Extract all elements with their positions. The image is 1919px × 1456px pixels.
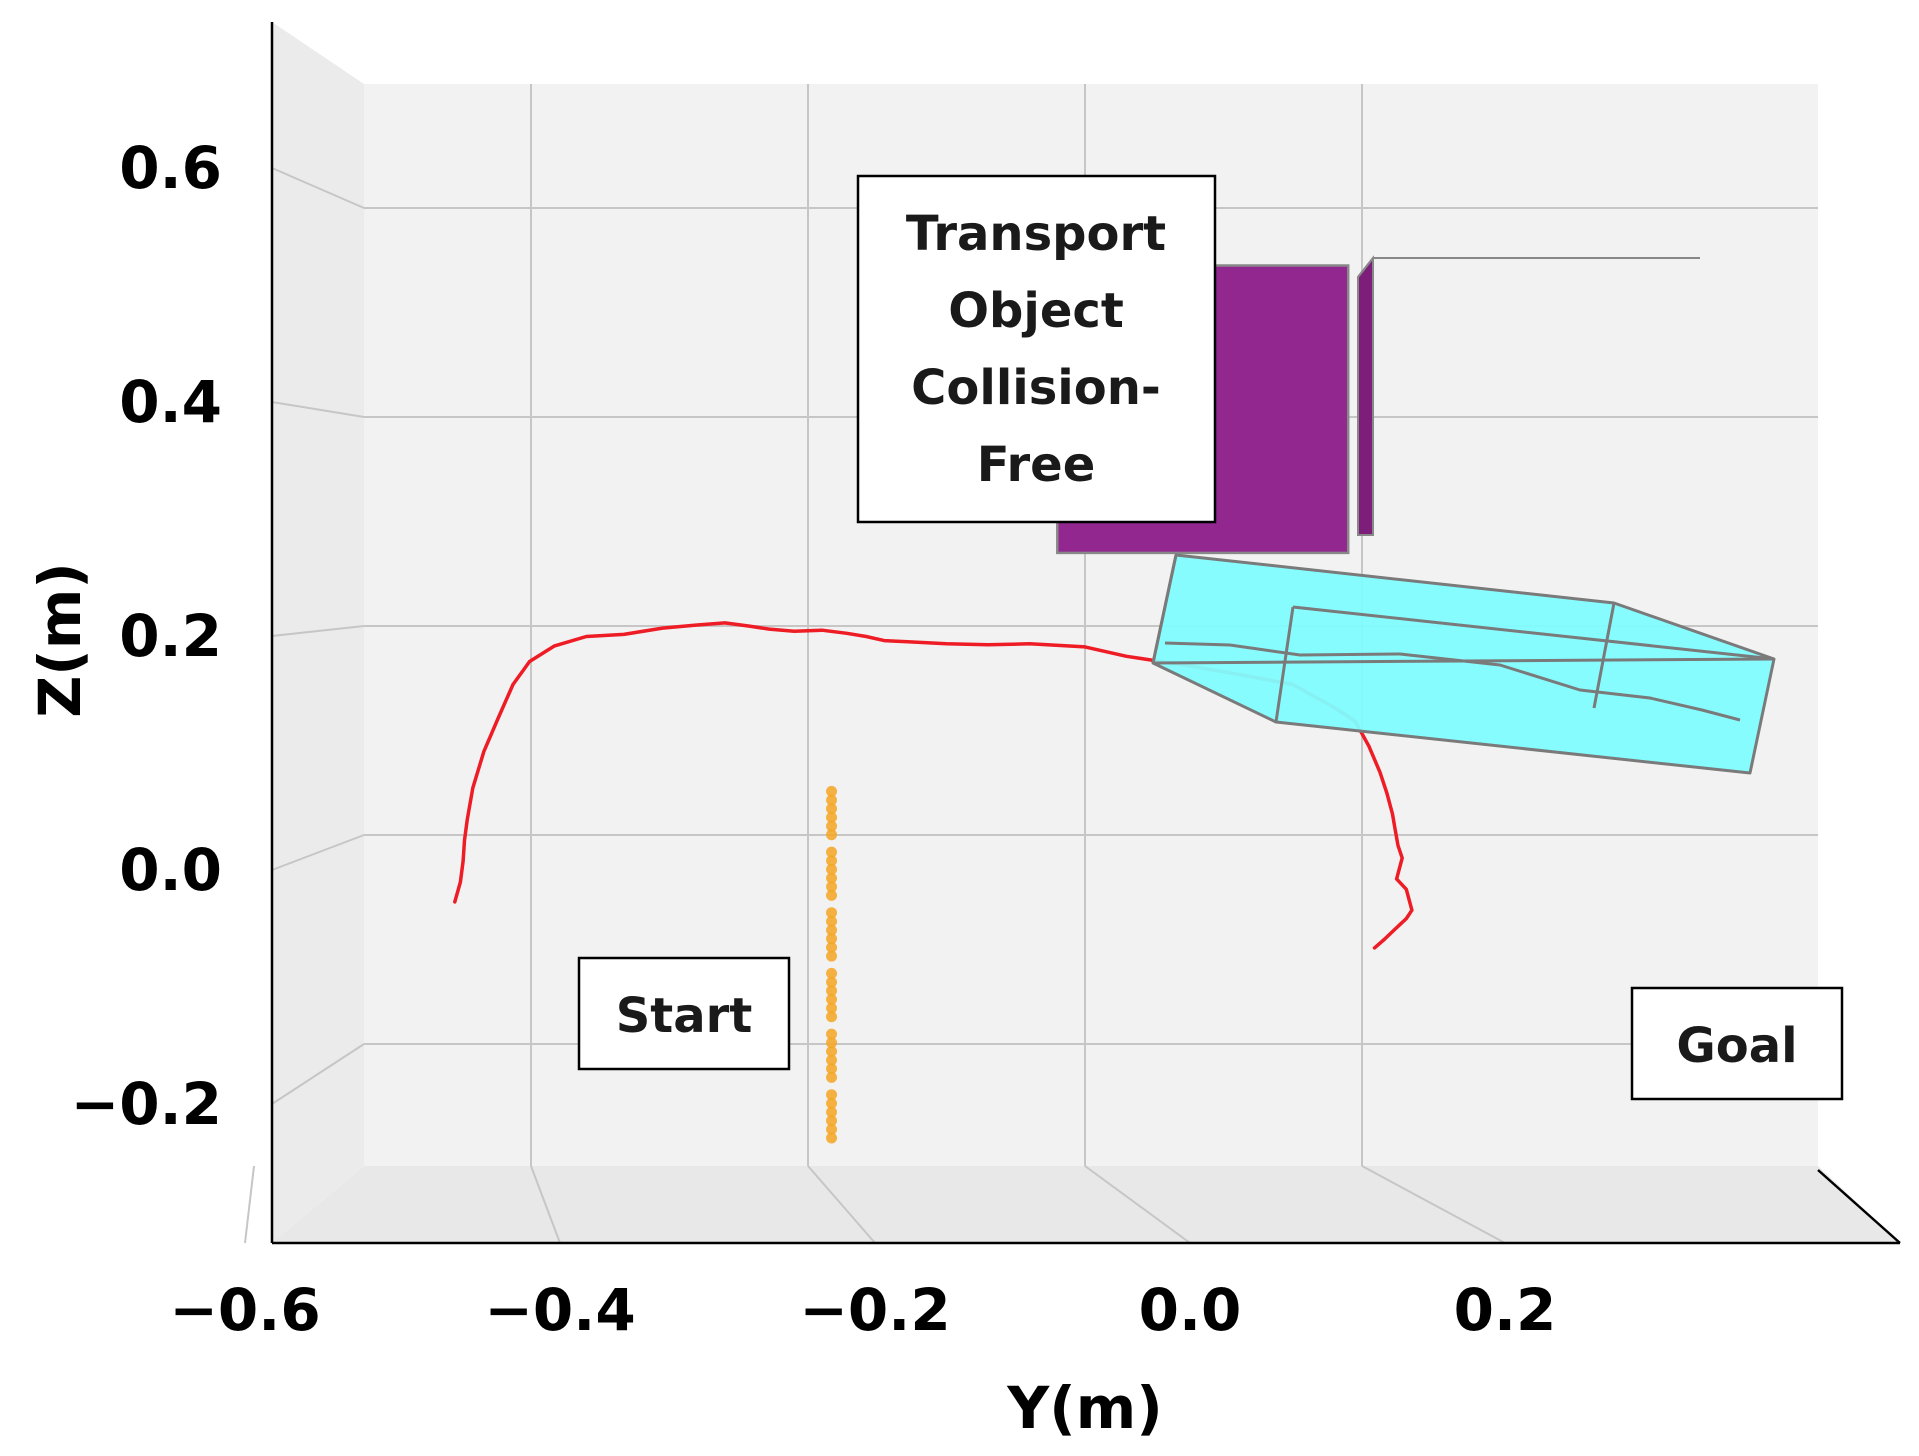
orange-point <box>826 985 838 997</box>
orange-point <box>826 794 838 806</box>
collision-free-note: Transport Object Collision- Free <box>856 174 1217 524</box>
start-label: Start <box>616 988 753 1044</box>
orange-point <box>826 820 838 832</box>
orange-point <box>826 967 838 979</box>
orange-point <box>826 1089 838 1101</box>
gridline-floor <box>1084 1165 1191 1244</box>
x-tick-label: 0.2 <box>1454 1276 1557 1344</box>
orange-point <box>826 1028 838 1040</box>
orange-point <box>826 1054 838 1066</box>
orange-point <box>826 889 838 901</box>
goal-label: Goal <box>1676 1018 1797 1074</box>
orange-point <box>826 915 838 927</box>
orange-point <box>826 1106 838 1118</box>
trajectory-line <box>453 621 1414 950</box>
cyan-transport-object <box>1151 553 1776 775</box>
orange-point <box>826 1011 838 1023</box>
purple-box-edge <box>1357 257 1700 278</box>
y-axis-label: Z(m) <box>26 562 94 718</box>
y-tick-label: 0.2 <box>119 602 222 670</box>
note-line: Transport <box>906 206 1166 262</box>
orange-point <box>826 785 838 797</box>
purple-box-side <box>1357 255 1374 536</box>
note-line: Collision- <box>911 360 1161 416</box>
y-tick-label: 0.4 <box>119 368 222 436</box>
goal-box <box>1630 986 1844 1101</box>
gridline-floor <box>530 1165 561 1244</box>
orange-point <box>826 907 838 919</box>
orange-point <box>826 872 838 884</box>
y-tick-label: 0.0 <box>119 836 222 904</box>
orange-point <box>826 803 838 815</box>
orange-point <box>826 976 838 988</box>
orange-point <box>826 1063 838 1075</box>
orange-point <box>826 1097 838 1109</box>
x-tick-label: −0.2 <box>799 1276 950 1344</box>
y-tick-label: 0.6 <box>119 134 222 202</box>
orange-point <box>826 811 838 823</box>
orange-point <box>826 993 838 1005</box>
cyan-box-edge <box>1274 606 1295 723</box>
gridline-floor <box>244 1165 255 1244</box>
orange-point <box>826 1045 838 1057</box>
note-line: Object <box>948 283 1124 339</box>
y-tick-label: −0.2 <box>71 1070 222 1138</box>
gridline-side <box>271 834 365 871</box>
orange-point <box>826 863 838 875</box>
orange-point <box>826 1132 838 1144</box>
x-tick-label: −0.4 <box>484 1276 635 1344</box>
orange-point <box>826 933 838 945</box>
orange-point <box>826 1002 838 1014</box>
start-box <box>577 956 791 1071</box>
start-annotation: Start <box>577 956 791 1071</box>
x-tick-label: 0.0 <box>1139 1276 1242 1344</box>
gridline-side <box>271 167 365 209</box>
x-axis-label: Y(m) <box>1006 1374 1162 1442</box>
orange-point <box>826 941 838 953</box>
orange-point <box>826 846 838 858</box>
orange-point <box>826 1115 838 1127</box>
orange-point <box>826 1071 838 1083</box>
axis-frame <box>270 22 1901 1245</box>
gridline-side <box>271 401 365 418</box>
orange-point <box>826 829 838 841</box>
goal-annotation: Goal <box>1630 986 1844 1101</box>
cyan-box-inner-trajectory <box>1164 641 1741 722</box>
left-side-pane <box>272 22 364 1243</box>
orange-point-column <box>826 785 838 1144</box>
cyan-box-edge <box>1292 605 1775 661</box>
x-tick-label: −0.6 <box>169 1276 320 1344</box>
tick-labels: −0.6 −0.4 −0.2 0.0 0.2 −0.2 0.0 0.2 0.4 0.6 <box>71 134 1557 1344</box>
orange-point <box>826 1037 838 1049</box>
orange-point <box>826 855 838 867</box>
note-line: Free <box>977 437 1096 493</box>
note-box <box>856 174 1217 524</box>
gridline-floor <box>807 1165 876 1244</box>
orange-point <box>826 950 838 962</box>
gridline-floor <box>1361 1165 1506 1244</box>
cyan-box-edge <box>1151 554 1178 664</box>
gridline-side <box>271 625 365 637</box>
orange-point <box>826 881 838 893</box>
floor-pane <box>272 1166 1900 1243</box>
gridline-side <box>271 1043 365 1105</box>
x-axis-depth-line <box>1817 1169 1901 1244</box>
orange-point <box>826 1123 838 1135</box>
orange-point <box>826 924 838 936</box>
